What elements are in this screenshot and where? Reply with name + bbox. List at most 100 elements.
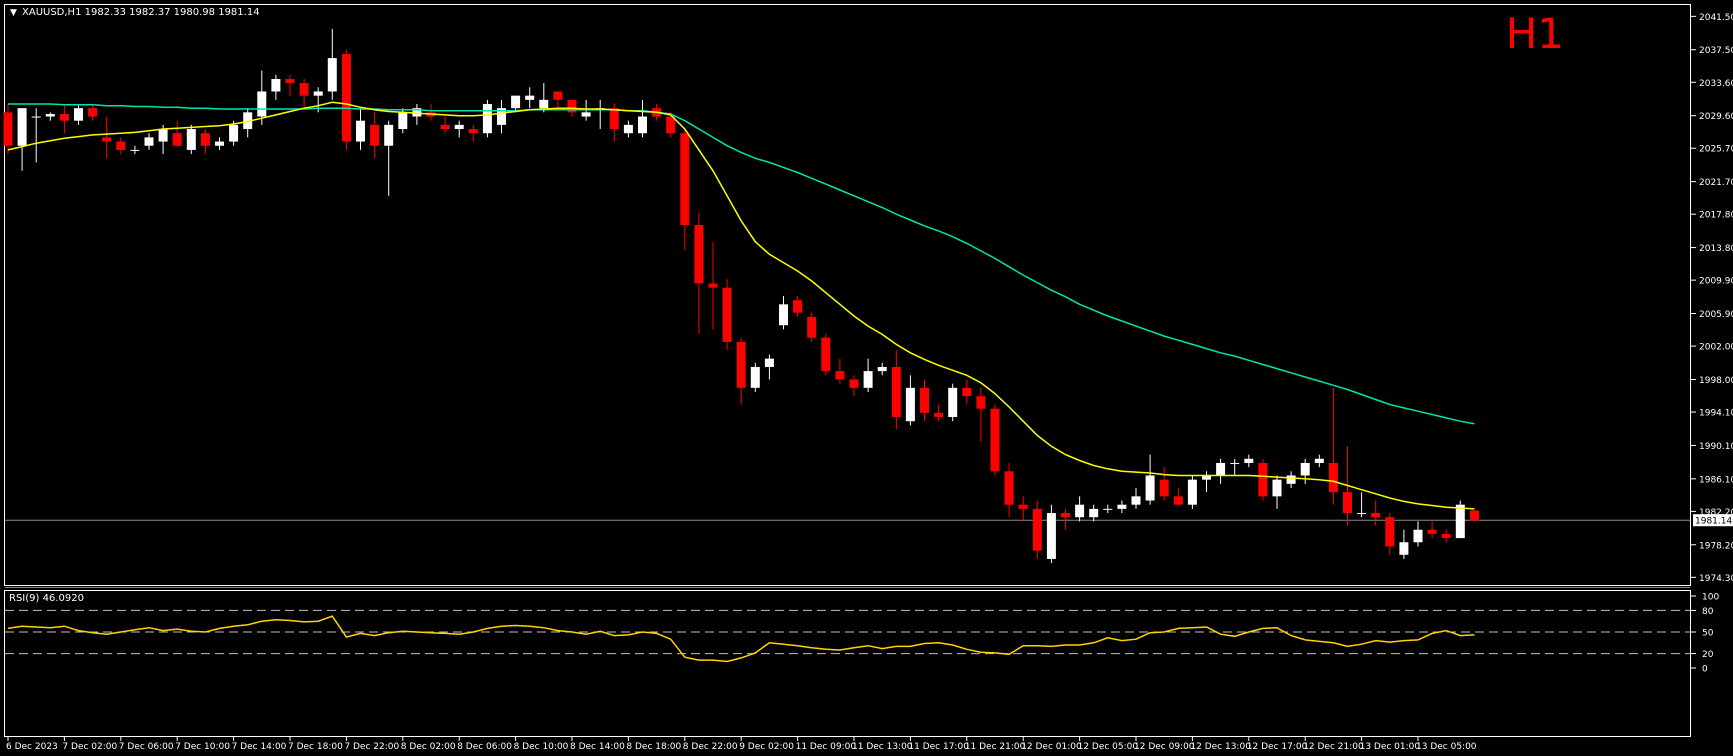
price-tick-label: 2013.80 [1699, 244, 1733, 254]
candle-bull [454, 124, 464, 130]
rsi-level-lines [5, 609, 1690, 655]
candle-bull [1413, 529, 1423, 543]
candle-bull [356, 120, 365, 142]
header-collapse-arrow[interactable]: ▼ [10, 8, 17, 18]
current-price-label: 1981.14 [1695, 517, 1732, 527]
timeframe-badge: H1 [1506, 9, 1564, 58]
candle-bear [835, 371, 845, 380]
time-tick-label: 8 Dec 02:00 [401, 742, 456, 752]
candle-bear [1004, 471, 1014, 505]
candle-bear [1328, 462, 1338, 493]
price-tick-label: 2021.70 [1699, 178, 1733, 188]
candle-bear [553, 91, 563, 100]
candle-bear [116, 141, 126, 150]
candle-bull [1230, 462, 1240, 464]
price-axis: 2041.50 2037.50 2033.60 2029.60 2025.70 2021.… [1691, 13, 1733, 584]
candle-bull [1145, 475, 1155, 501]
candle-bear [807, 316, 817, 338]
candle-bull [581, 112, 591, 117]
time-tick-label: 7 Dec 02:00 [62, 742, 117, 752]
current-price-label-bg [1693, 514, 1733, 527]
candle-bear [962, 387, 972, 397]
candle-bear [891, 366, 901, 418]
rsi-series [7, 615, 1475, 663]
candle-bull [1103, 508, 1113, 510]
moving-average-slow [8, 103, 1475, 425]
main-panel-frame [4, 4, 1691, 586]
candle-bull [1187, 479, 1197, 505]
candle-bull [1300, 462, 1310, 476]
time-tick-label: 12 Dec 13:00 [1190, 742, 1251, 752]
price-tick-label: 1986.10 [1699, 475, 1733, 485]
candle-bear [172, 133, 182, 146]
time-tick-label: 7 Dec 06:00 [119, 742, 174, 752]
candle-bear [708, 283, 718, 288]
candle-bear [736, 341, 746, 388]
candle-bear [567, 99, 577, 113]
time-tick-label: 8 Dec 18:00 [626, 742, 681, 752]
price-tick-label: 1998.00 [1699, 376, 1733, 386]
time-tick-label: 13 Dec 05:00 [1416, 742, 1477, 752]
time-tick-label: 11 Dec 17:00 [908, 742, 969, 752]
candle-bull [863, 371, 873, 388]
rsi-axis: 100 80 50 20 0 [1691, 593, 1719, 675]
time-tick-label: 8 Dec 22:00 [683, 742, 738, 752]
candle-bull [384, 124, 394, 146]
candle-bear [1032, 508, 1042, 551]
candle-bull [229, 124, 239, 142]
candle-bull [1286, 475, 1296, 484]
rsi-tick-label: 0 [1702, 665, 1708, 675]
rsi-panel-header: RSI(9) 46.0920 [9, 593, 84, 604]
candle-bear [680, 133, 690, 226]
candle-bull [948, 387, 958, 418]
candle-bull [1314, 458, 1324, 463]
candle-bull [779, 304, 788, 326]
candle-bear [59, 114, 69, 121]
candle-bear [200, 133, 210, 146]
candle-bear [1173, 496, 1183, 505]
candle-bull [243, 112, 253, 130]
time-tick-label: 8 Dec 06:00 [457, 742, 512, 752]
time-tick-label: 7 Dec 14:00 [232, 742, 287, 752]
candle-bear [102, 137, 112, 142]
candle-bear [1469, 510, 1479, 521]
candle-bull [1131, 496, 1141, 505]
candle-bull [1357, 513, 1367, 515]
candle-bull [158, 129, 168, 142]
time-tick-label: 7 Dec 22:00 [344, 742, 399, 752]
candle-bear [849, 379, 859, 388]
price-tick-label: 1994.10 [1699, 409, 1733, 419]
price-tick-label: 1978.20 [1699, 541, 1733, 551]
candle-bear [1427, 529, 1437, 534]
price-tick-label: 1982.20 [1699, 508, 1733, 518]
candle-bull [45, 114, 55, 117]
candle-bear [341, 53, 351, 142]
time-axis: 6 Dec 2023 7 Dec 02:00 7 Dec 06:00 7 Dec 10… [6, 737, 1477, 752]
rsi-tick-label: 80 [1702, 607, 1714, 617]
time-tick-label: 13 Dec 01:00 [1360, 742, 1421, 752]
time-tick-label: 7 Dec 10:00 [175, 742, 230, 752]
candle-bull [623, 124, 633, 134]
candle-bear [468, 129, 478, 134]
candle-bear [1441, 533, 1451, 539]
candle-bull [638, 116, 647, 134]
time-tick-label: 9 Dec 02:00 [739, 742, 794, 752]
candle-bear [821, 337, 831, 372]
candle-bear [666, 116, 676, 134]
candle-bear [793, 300, 803, 313]
candle-bull [511, 95, 521, 109]
candle-bull [1216, 462, 1226, 476]
main-panel-header: XAUUSD,H1 1982.33 1982.37 1980.98 1981.1… [22, 7, 260, 18]
candle-bear [920, 387, 929, 413]
candle-bear [1018, 504, 1028, 509]
candle-bear [440, 124, 450, 130]
candle-bull [764, 358, 774, 367]
price-tick-label: 2033.60 [1699, 79, 1733, 89]
candle-bull [1075, 504, 1085, 518]
candle-bear [934, 412, 944, 418]
candle-bull [31, 116, 41, 118]
candle-bear [3, 112, 13, 146]
time-tick-label: 12 Dec 17:00 [1247, 742, 1308, 752]
time-tick-label: 8 Dec 10:00 [514, 742, 569, 752]
